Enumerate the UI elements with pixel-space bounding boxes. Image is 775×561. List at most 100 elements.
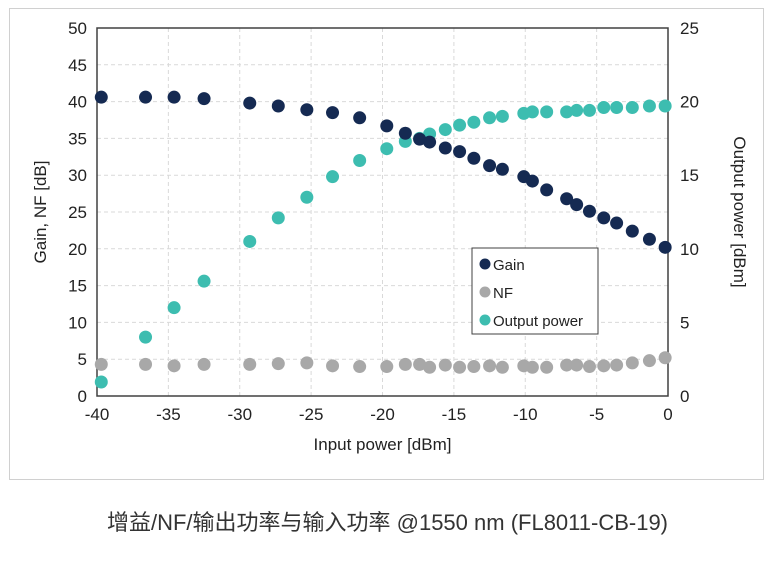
y-tick-label: 35 bbox=[68, 129, 87, 148]
data-point-output-power bbox=[610, 100, 624, 114]
data-point-nf bbox=[398, 357, 412, 371]
y2-tick-label: 25 bbox=[680, 19, 699, 38]
data-point-gain bbox=[582, 204, 596, 218]
data-point-gain bbox=[326, 106, 340, 120]
x-tick-label: -15 bbox=[442, 405, 467, 424]
legend-marker bbox=[479, 258, 491, 270]
y2-axis-label: Output power [dBm] bbox=[730, 136, 749, 287]
data-point-gain bbox=[167, 90, 181, 104]
data-point-output-power bbox=[380, 142, 394, 156]
data-point-output-power bbox=[540, 105, 554, 119]
x-tick-label: -25 bbox=[299, 405, 324, 424]
data-point-output-power bbox=[582, 103, 596, 117]
data-point-nf bbox=[243, 357, 257, 371]
data-point-nf bbox=[167, 359, 181, 373]
data-point-nf bbox=[453, 360, 467, 374]
data-point-nf bbox=[540, 360, 554, 374]
data-point-nf bbox=[597, 359, 611, 373]
data-point-output-power bbox=[525, 105, 539, 119]
y-tick-label: 20 bbox=[68, 240, 87, 259]
y-tick-label: 40 bbox=[68, 93, 87, 112]
data-point-gain bbox=[642, 232, 656, 246]
data-point-output-power bbox=[197, 274, 211, 288]
data-point-output-power bbox=[139, 330, 153, 344]
data-point-gain bbox=[300, 103, 314, 117]
data-point-output-power bbox=[243, 234, 257, 248]
data-point-gain bbox=[453, 145, 467, 159]
data-point-nf bbox=[271, 357, 285, 371]
y-tick-label: 25 bbox=[68, 203, 87, 222]
data-point-nf bbox=[300, 356, 314, 370]
x-tick-label: -40 bbox=[85, 405, 110, 424]
data-point-output-power bbox=[326, 170, 340, 184]
data-point-nf bbox=[413, 357, 427, 371]
data-point-gain bbox=[495, 162, 509, 176]
data-point-nf bbox=[326, 359, 340, 373]
data-point-output-power bbox=[353, 153, 367, 167]
data-point-gain bbox=[525, 174, 539, 188]
y-axis-label: Gain, NF [dB] bbox=[31, 161, 50, 264]
y2-tick-label: 20 bbox=[680, 93, 699, 112]
x-tick-label: -5 bbox=[589, 405, 604, 424]
legend-label: NF bbox=[493, 285, 513, 302]
y2-tick-label: 10 bbox=[680, 240, 699, 259]
data-point-output-power bbox=[467, 115, 481, 129]
data-point-gain bbox=[139, 90, 153, 104]
data-point-nf bbox=[642, 354, 656, 368]
data-point-gain bbox=[380, 119, 394, 133]
data-point-gain bbox=[94, 90, 108, 104]
data-point-gain bbox=[413, 132, 427, 146]
legend-label: Output power bbox=[493, 313, 583, 330]
data-point-gain bbox=[197, 92, 211, 106]
data-point-output-power bbox=[167, 301, 181, 315]
x-tick-label: -35 bbox=[156, 405, 181, 424]
data-point-output-power bbox=[271, 211, 285, 225]
data-point-output-power bbox=[453, 118, 467, 132]
y-tick-label: 50 bbox=[68, 19, 87, 38]
x-tick-label: -20 bbox=[370, 405, 395, 424]
data-point-gain bbox=[271, 99, 285, 113]
chart: 0 5 10 15 20 25 30 35 40 45 50 0 5 10 15 20 25 -40 -35 -30 -… bbox=[31, 19, 749, 454]
data-point-gain bbox=[353, 111, 367, 125]
data-point-output-power bbox=[495, 109, 509, 123]
data-point-nf bbox=[423, 360, 437, 374]
legend-label: Gain bbox=[493, 257, 525, 274]
data-point-nf bbox=[483, 359, 497, 373]
data-point-gain bbox=[597, 211, 611, 225]
y-tick-label: 15 bbox=[68, 277, 87, 296]
data-point-nf bbox=[525, 360, 539, 374]
data-point-nf bbox=[438, 358, 452, 372]
data-point-output-power bbox=[642, 99, 656, 113]
x-axis-label: Input power [dBm] bbox=[314, 435, 452, 454]
data-point-nf bbox=[197, 357, 211, 371]
legend-marker bbox=[479, 286, 491, 298]
data-point-gain bbox=[658, 240, 672, 254]
y-tick-label: 0 bbox=[78, 387, 87, 406]
data-point-gain bbox=[483, 159, 497, 173]
chart-frame bbox=[9, 8, 764, 480]
data-point-nf bbox=[625, 356, 639, 370]
y-tick-label: 45 bbox=[68, 56, 87, 75]
data-point-output-power bbox=[483, 111, 497, 125]
y2-tick-label: 15 bbox=[680, 166, 699, 185]
data-point-output-power bbox=[570, 103, 584, 117]
data-point-gain bbox=[625, 224, 639, 238]
data-point-nf bbox=[658, 351, 672, 365]
data-point-nf bbox=[94, 357, 108, 371]
data-point-gain bbox=[438, 141, 452, 155]
y-tick-label: 5 bbox=[78, 350, 87, 369]
y2-tick-label: 0 bbox=[680, 387, 689, 406]
legend bbox=[471, 247, 599, 335]
data-point-gain bbox=[423, 135, 437, 149]
y-tick-label: 10 bbox=[68, 313, 87, 332]
data-point-nf bbox=[380, 360, 394, 374]
x-tick-label: -10 bbox=[513, 405, 538, 424]
data-point-output-power bbox=[438, 123, 452, 137]
data-point-nf bbox=[582, 360, 596, 374]
data-point-nf bbox=[610, 358, 624, 372]
data-point-gain bbox=[610, 216, 624, 230]
data-point-gain bbox=[560, 192, 574, 206]
y-tick-label: 30 bbox=[68, 166, 87, 185]
data-point-output-power bbox=[658, 99, 672, 113]
data-point-nf bbox=[467, 360, 481, 374]
